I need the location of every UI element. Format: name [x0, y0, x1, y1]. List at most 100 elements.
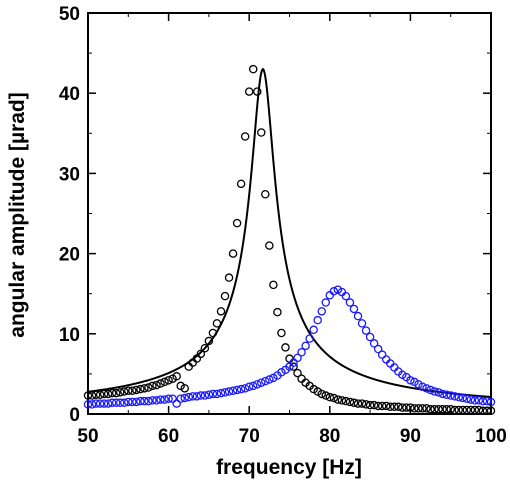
series-0-point	[353, 399, 363, 408]
series-1-point	[224, 387, 234, 396]
x-tick-label: 100	[475, 426, 507, 447]
series-0-point	[385, 402, 395, 412]
series-1-point	[418, 382, 427, 391]
series-1-point	[261, 376, 270, 386]
series-1-point	[385, 359, 395, 368]
series-1-point	[192, 392, 202, 401]
series-1-point	[253, 380, 262, 389]
y-ticks: 0 10 20 30 40 50	[59, 4, 491, 426]
x-axis-label: frequency [Hz]	[216, 456, 362, 479]
series-0-point	[144, 383, 153, 392]
series-0-point	[482, 406, 492, 416]
series-1-point	[369, 339, 379, 348]
series-1-point	[91, 399, 101, 408]
series-1-point	[180, 393, 189, 403]
series-0-point	[281, 343, 290, 352]
y-tick-label: 50	[59, 4, 80, 25]
series-1-point	[257, 378, 266, 387]
series-1-point	[208, 389, 218, 399]
series-1-point	[454, 392, 464, 402]
series-0-point	[265, 241, 274, 250]
series-1-point	[341, 291, 351, 301]
series-0-point	[111, 388, 121, 398]
series-1-point	[426, 385, 435, 395]
series-0-point	[220, 291, 230, 301]
plot-frame	[87, 12, 492, 415]
series-0-point	[329, 393, 339, 403]
series-0-point	[248, 64, 258, 74]
series-1-point	[458, 393, 468, 403]
series-1-point	[462, 394, 472, 404]
series-0-point	[277, 328, 286, 338]
series-1-point	[87, 400, 97, 409]
series-1-point	[200, 391, 210, 400]
series-0-point	[361, 400, 371, 409]
series-1-point	[466, 395, 476, 404]
series-1-point	[140, 396, 149, 406]
series-0-point	[236, 179, 246, 189]
series-0-point	[341, 396, 351, 406]
series-0-point	[446, 404, 455, 414]
series-0-point	[224, 273, 234, 282]
series-1-point	[365, 332, 375, 342]
series-1-point	[212, 389, 222, 399]
series-1-point	[317, 307, 326, 316]
series-0-point	[240, 132, 250, 141]
series-1-point	[406, 376, 415, 385]
series-0-point	[107, 388, 117, 398]
series-0-point	[212, 319, 222, 328]
series-1-point	[321, 298, 331, 307]
series-0-point	[410, 404, 419, 413]
series-1-point	[470, 396, 480, 405]
series-1-point	[450, 392, 459, 401]
series-1-point	[204, 390, 214, 400]
series-1-point	[103, 399, 113, 408]
x-tick-label: 80	[319, 426, 340, 447]
series-1-point	[313, 315, 322, 325]
series-1-point	[124, 397, 133, 407]
series-1-point	[83, 400, 93, 409]
series-1-point	[248, 381, 258, 391]
series-0-point	[120, 387, 129, 396]
series-0-point	[414, 404, 423, 413]
series-1-point	[188, 392, 198, 401]
series-1-point	[144, 396, 153, 406]
series-1-point	[293, 353, 302, 363]
series-0-point	[128, 386, 137, 395]
series-1-point	[196, 391, 206, 400]
series-0-point	[454, 405, 464, 415]
series-1-point	[430, 387, 439, 396]
x-tick-label: 60	[158, 426, 179, 447]
series-0-point	[257, 128, 266, 137]
series-1-point	[345, 298, 355, 307]
series-0-point	[349, 398, 359, 408]
series-0-point	[381, 401, 391, 411]
series-1-point	[220, 388, 230, 397]
series-0-point	[293, 368, 302, 378]
series-0-point	[289, 362, 298, 371]
series-0-point	[244, 87, 254, 96]
y-tick-label: 20	[59, 245, 80, 266]
series-0-point	[474, 405, 484, 415]
series-1-point	[136, 396, 145, 406]
series-1-point	[148, 396, 157, 405]
series-0-point	[426, 404, 435, 414]
series-0-point	[285, 354, 294, 363]
series-1-point	[120, 398, 129, 408]
series-0-point	[438, 404, 447, 414]
series-0-point	[164, 376, 173, 385]
y-tick-label: 40	[59, 84, 80, 105]
series-1-point	[381, 355, 391, 364]
series-0-point	[333, 395, 343, 404]
series-0-point	[208, 328, 218, 338]
series-0-point	[422, 404, 431, 413]
series-0-point	[91, 390, 101, 400]
series-0-point	[156, 379, 165, 388]
series-0-point	[115, 388, 125, 397]
series-1-point	[325, 291, 335, 300]
series-1-point	[176, 394, 185, 404]
series-0-point	[216, 307, 226, 316]
series-0-point	[152, 380, 161, 390]
series-1-point	[236, 384, 246, 394]
series-1-point	[265, 375, 274, 384]
